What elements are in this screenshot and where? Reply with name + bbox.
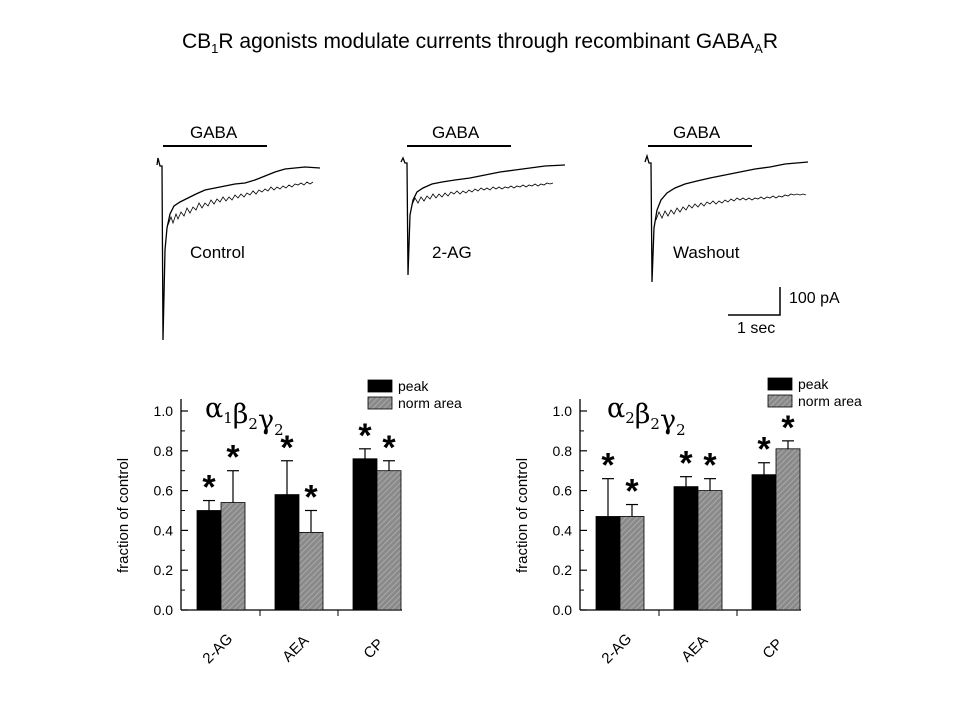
significance-asterisk: * — [757, 431, 771, 469]
y-tick-label: 1.0 — [553, 403, 573, 419]
bar-norm-area — [376, 470, 402, 611]
trace-panel-2ag: GABA 2-AG — [400, 123, 566, 276]
y-tick-label: 0.4 — [553, 522, 573, 538]
scale-time-label: 1 sec — [737, 320, 775, 337]
significance-asterisk: * — [280, 429, 294, 467]
current-traces: GABA Control GABA 2-AG GABA Washout 100 … — [156, 123, 840, 341]
bar-norm-area — [697, 490, 723, 611]
legend-swatch-norm-area — [767, 394, 793, 408]
bar-peak — [595, 516, 621, 611]
subunit-label: α2β2γ2 — [607, 393, 686, 439]
title-part2: R agonists modulate currents through rec… — [218, 30, 755, 53]
trace-panel-control: GABA Control — [156, 123, 321, 341]
significance-asterisk: * — [625, 473, 639, 511]
title-part3: R — [762, 30, 779, 53]
legend-label: norm area — [798, 393, 862, 409]
y-tick-label: 0.8 — [553, 443, 573, 459]
gaba-label: GABA — [673, 123, 721, 142]
current-trace — [156, 157, 321, 341]
y-tick-label: 0.2 — [553, 562, 573, 578]
y-tick-label: 0.6 — [154, 483, 174, 499]
y-axis-label: fraction of control — [115, 458, 132, 573]
y-tick-label: 0.2 — [154, 562, 174, 578]
y-tick-label: 0.8 — [154, 443, 174, 459]
bar-peak — [352, 458, 378, 611]
bar-peak — [751, 474, 777, 611]
legend-swatch-norm-area — [367, 396, 393, 410]
trace-noise — [167, 181, 314, 226]
condition-label-washout: Washout — [673, 243, 740, 262]
y-tick-label: 0.0 — [553, 602, 573, 618]
current-trace — [400, 156, 566, 276]
condition-label-2ag: 2-AG — [432, 243, 472, 262]
y-axis-label: fraction of control — [514, 458, 531, 573]
legend-swatch-peak — [767, 377, 793, 391]
title-sub1: 1 — [211, 41, 219, 57]
significance-asterisk: * — [202, 469, 216, 507]
significance-asterisk: * — [304, 479, 318, 517]
legend-swatch-peak — [367, 379, 393, 393]
bar-norm-area — [619, 516, 645, 611]
current-trace — [644, 153, 809, 283]
bar-peak — [274, 494, 300, 611]
trace-panel-washout: GABA Washout — [644, 123, 809, 283]
bar-norm-area — [775, 448, 801, 611]
scale-bar-lines — [728, 287, 781, 316]
scale-bar: 100 pA 1 sec — [728, 287, 840, 337]
title-sub2: A — [754, 41, 763, 57]
bar-peak — [673, 486, 699, 611]
y-tick-label: 0.0 — [154, 602, 174, 618]
subunit-greek: α — [607, 393, 625, 424]
trace-noise — [655, 193, 807, 221]
subunit-greek: β — [635, 399, 651, 430]
subunit-greek: γ — [660, 405, 676, 436]
bar-norm-area — [220, 502, 246, 611]
legend-label: norm area — [398, 395, 462, 411]
title-part1: CB — [181, 30, 212, 53]
subunit-greek: β — [233, 399, 249, 430]
subunit-subscript: 2 — [274, 421, 284, 439]
subunit-subscript: 2 — [248, 415, 258, 433]
significance-asterisk: * — [382, 429, 396, 467]
subunit-subscript: 1 — [223, 409, 233, 427]
gaba-label: GABA — [432, 123, 480, 142]
significance-asterisk: * — [679, 445, 693, 483]
subunit-subscript: 2 — [650, 415, 660, 433]
significance-asterisk: * — [703, 447, 717, 485]
page-title: CB1R agonists modulate currents through … — [0, 30, 960, 56]
legend-label: peak — [398, 378, 429, 394]
condition-label-control: Control — [190, 243, 245, 262]
significance-asterisk: * — [358, 417, 372, 455]
category-label: AEA — [678, 632, 711, 665]
scale-current-label: 100 pA — [789, 290, 840, 307]
subunit-greek: α — [205, 393, 223, 424]
significance-asterisk: * — [226, 439, 240, 477]
category-label: CP — [759, 635, 786, 662]
subunit-subscript: 2 — [676, 421, 686, 439]
subunit-subscript: 2 — [625, 409, 635, 427]
subunit-greek: γ — [258, 405, 274, 436]
legend-label: peak — [798, 376, 829, 392]
bar-norm-area — [298, 531, 324, 611]
y-tick-label: 1.0 — [154, 403, 174, 419]
significance-asterisk: * — [601, 447, 615, 485]
subunit-label: α1β2γ2 — [205, 393, 284, 439]
gaba-label: GABA — [190, 123, 238, 142]
y-tick-label: 0.4 — [154, 522, 174, 538]
category-label: 2-AG — [598, 630, 635, 667]
trace-noise — [411, 182, 554, 206]
significance-asterisk: * — [781, 409, 795, 447]
y-tick-label: 0.6 — [553, 483, 573, 499]
